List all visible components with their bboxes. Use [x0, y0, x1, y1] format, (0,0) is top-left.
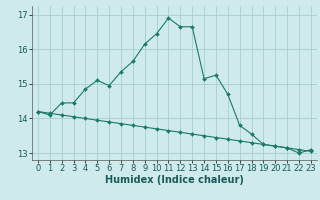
X-axis label: Humidex (Indice chaleur): Humidex (Indice chaleur): [105, 175, 244, 185]
